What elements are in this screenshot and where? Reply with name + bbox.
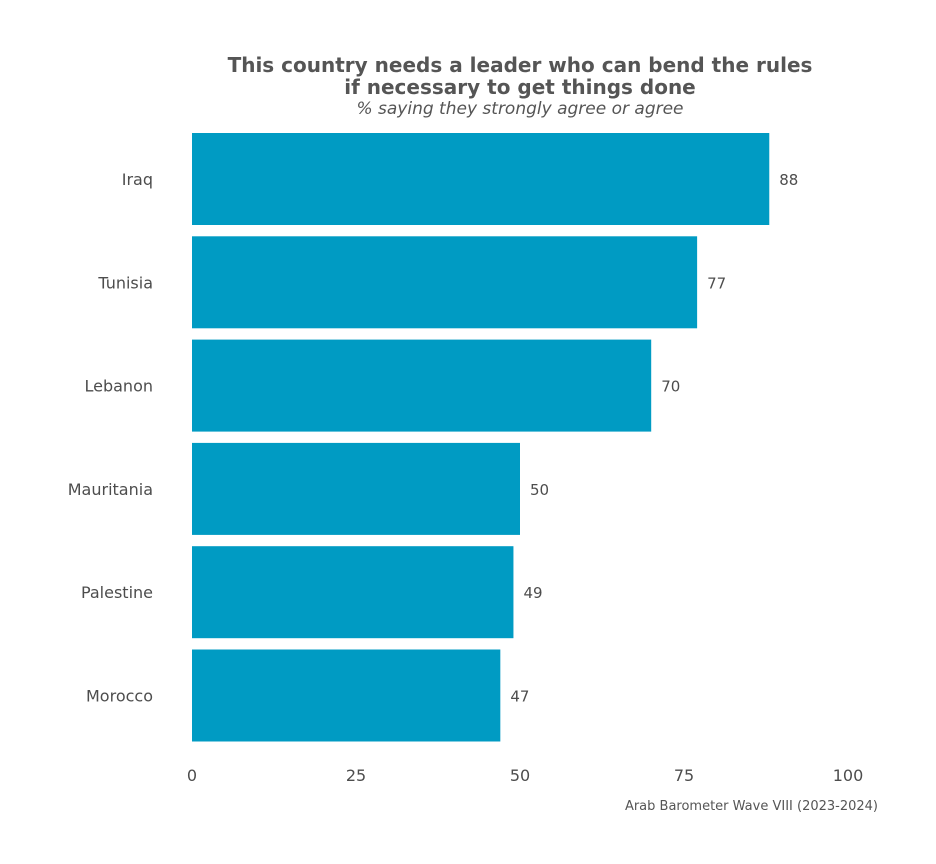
value-label-iraq: 88 <box>779 171 798 189</box>
value-label-lebanon: 70 <box>661 378 680 396</box>
x-tick-label-75: 75 <box>674 766 694 785</box>
bar-iraq <box>192 133 770 225</box>
value-labels: 88 77 70 50 49 47 <box>510 171 798 706</box>
x-tick-label-0: 0 <box>187 766 197 785</box>
category-label-iraq: Iraq <box>122 170 153 189</box>
value-label-tunisia: 77 <box>707 274 726 292</box>
bars-group <box>192 133 770 742</box>
x-axis-ticks: 0 25 50 75 100 <box>187 766 863 785</box>
category-label-lebanon: Lebanon <box>84 377 153 396</box>
category-label-palestine: Palestine <box>81 583 153 602</box>
bar-mauritania <box>192 442 520 535</box>
bar-lebanon <box>192 339 652 432</box>
bar-tunisia <box>192 236 698 329</box>
category-label-mauritania: Mauritania <box>68 480 153 499</box>
category-labels: Iraq Tunisia Lebanon Mauritania Palestine Mor… <box>68 170 153 706</box>
x-tick-label-50: 50 <box>510 766 530 785</box>
x-tick-label-100: 100 <box>833 766 864 785</box>
value-label-mauritania: 50 <box>530 481 549 499</box>
value-label-morocco: 47 <box>510 688 529 706</box>
chart-title-line-1: This country needs a leader who can bend… <box>228 53 813 77</box>
value-label-palestine: 49 <box>523 584 542 602</box>
source-note: Arab Barometer Wave VIII (2023-2024) <box>625 799 878 814</box>
bar-morocco <box>192 649 501 742</box>
bar-palestine <box>192 546 514 639</box>
chart-title-line-2: if necessary to get things done <box>344 75 696 99</box>
x-tick-label-25: 25 <box>346 766 366 785</box>
chart-subtitle: % saying they strongly agree or agree <box>356 99 683 119</box>
category-label-morocco: Morocco <box>86 687 153 706</box>
category-label-tunisia: Tunisia <box>97 273 153 292</box>
